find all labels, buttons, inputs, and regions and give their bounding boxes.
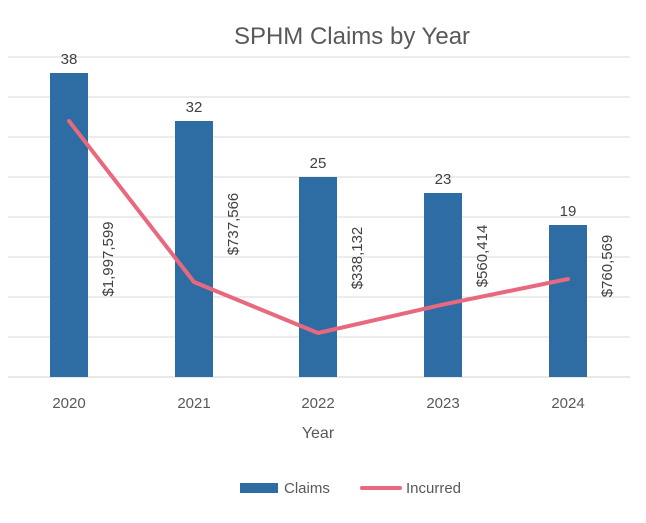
chart-title: SPHM Claims by Year [234, 23, 470, 50]
bar-label-2022: 25 [310, 155, 327, 172]
x-axis-label: Year [302, 425, 335, 442]
line-label-2023: $560,414 [474, 225, 491, 288]
bar-series [50, 73, 587, 377]
bar-claims-2020 [50, 73, 88, 377]
x-tick-2020: 2020 [52, 395, 85, 412]
bar-claims-2024 [549, 225, 587, 377]
line-label-2020: $1,997,599 [100, 221, 117, 296]
x-tick-2023: 2023 [426, 395, 459, 412]
legend-swatch-claims [240, 483, 278, 493]
line-label-2024: $760,569 [599, 235, 616, 298]
bar-claims-2021 [175, 121, 213, 377]
bar-claims-2023 [424, 193, 462, 377]
bar-label-2024: 19 [560, 203, 577, 220]
bar-claims-2022 [299, 177, 337, 377]
bar-data-labels: 38 32 25 23 19 [61, 51, 577, 220]
legend: Claims Incurred [240, 480, 461, 497]
x-tick-2022: 2022 [301, 395, 334, 412]
bar-label-2021: 32 [186, 99, 203, 116]
legend-label-incurred: Incurred [406, 480, 461, 497]
line-series [67, 119, 570, 335]
x-tick-2024: 2024 [551, 395, 584, 412]
x-tick-2021: 2021 [177, 395, 210, 412]
line-label-2021: $737,566 [225, 193, 242, 256]
line-label-2022: $338,132 [349, 227, 366, 290]
x-axis-ticks: 2020 2021 2022 2023 2024 [52, 395, 584, 412]
line-incurred [67, 119, 570, 335]
line-data-labels: $1,997,599 $737,566 $338,132 $560,414 $760,5… [100, 193, 616, 298]
legend-label-claims: Claims [284, 480, 330, 497]
bar-label-2020: 38 [61, 51, 78, 68]
bar-label-2023: 23 [435, 171, 452, 188]
